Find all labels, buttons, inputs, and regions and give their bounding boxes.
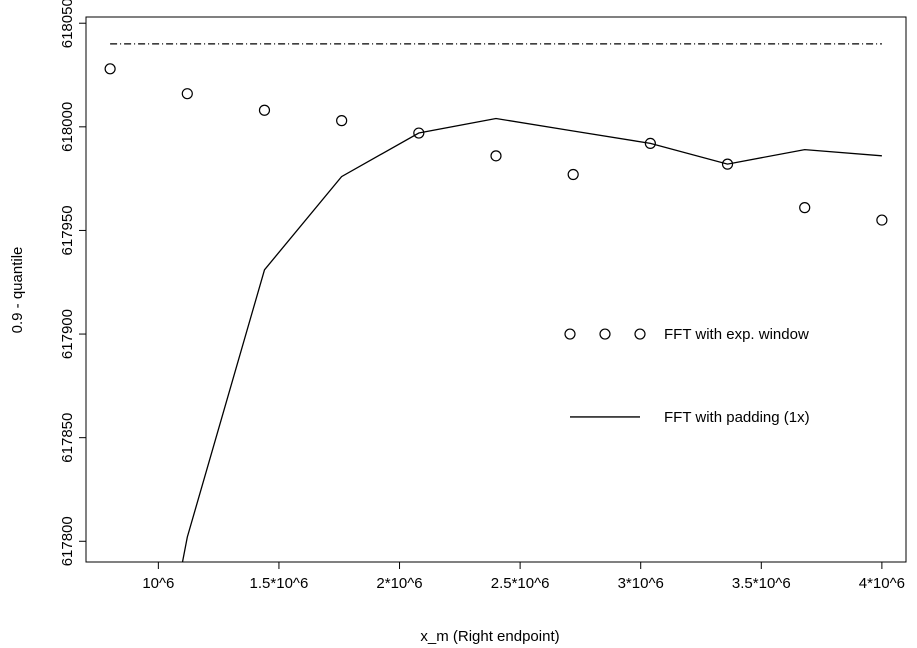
legend: FFT with exp. window FFT with padding (1x… — [564, 326, 810, 426]
x-tick-label: 4*10^6 — [859, 575, 905, 592]
x-tick-label: 1.5*10^6 — [250, 575, 309, 592]
y-tick-label: 617850 — [59, 413, 76, 463]
data-point — [567, 168, 579, 181]
data-point — [258, 104, 271, 116]
plot-frame — [85, 16, 907, 563]
data-point — [413, 127, 425, 139]
x-tick-label: 10^6 — [142, 575, 174, 592]
data-point — [876, 214, 888, 226]
legend-label: FFT with exp. window — [664, 326, 809, 343]
legend-point-symbol — [634, 328, 646, 340]
legend-point-symbol — [564, 328, 576, 340]
y-axis: 617800 617850 617900 617950 618000 618050 — [59, 0, 86, 566]
data-point — [721, 158, 734, 170]
y-tick-label: 617900 — [59, 309, 76, 359]
data-point — [181, 88, 193, 100]
x-tick-label: 3*10^6 — [618, 575, 664, 592]
data-point — [644, 137, 656, 150]
x-tick-label: 2*10^6 — [376, 575, 422, 592]
y-tick-label: 618000 — [59, 102, 76, 152]
data-point — [799, 202, 811, 214]
y-tick-label: 618050 — [59, 0, 76, 48]
y-tick-label: 617800 — [59, 516, 76, 566]
data-point — [490, 150, 502, 162]
series-layer — [104, 43, 888, 562]
x-tick-label: 2.5*10^6 — [491, 575, 550, 592]
y-axis-title: 0.9 - quantile — [9, 247, 26, 334]
x-tick-label: 3.5*10^6 — [732, 575, 791, 592]
series-line — [181, 117, 882, 562]
data-point — [104, 63, 116, 75]
legend-point-symbol — [599, 328, 611, 340]
data-point — [336, 115, 348, 127]
legend-label: FFT with padding (1x) — [664, 409, 810, 426]
x-axis-title: x_m (Right endpoint) — [420, 628, 559, 645]
y-tick-label: 617950 — [59, 205, 76, 255]
x-axis: 10^6 1.5*10^6 2*10^6 2.5*10^6 3*10^6 3.5*10^6… — [142, 562, 905, 592]
